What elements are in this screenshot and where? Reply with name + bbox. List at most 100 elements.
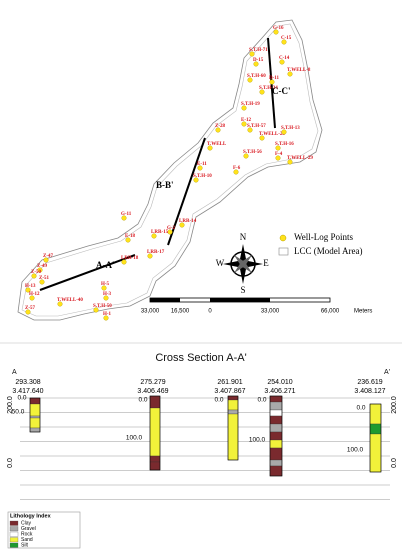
well-point — [233, 169, 239, 175]
well-point — [215, 127, 221, 133]
well-label: G-2 — [167, 226, 176, 231]
well-point — [249, 51, 255, 57]
well-point — [167, 229, 173, 235]
well-label: E-18 — [125, 234, 136, 239]
lith-legend-title: Lithology Index — [10, 513, 52, 519]
well-point — [121, 215, 127, 221]
lith-name: Rock — [21, 532, 33, 538]
well-label: Z-49 — [37, 264, 48, 269]
compass-letter: N — [240, 232, 247, 242]
lith-segment — [369, 433, 382, 473]
well-point — [275, 145, 281, 151]
well-point — [29, 295, 35, 301]
lith-segment — [269, 459, 283, 467]
well-label: T.WELL-8 — [287, 68, 311, 73]
axis-label: 0.0 — [391, 458, 398, 468]
lith-segment — [29, 417, 41, 429]
well-label: C-15 — [281, 36, 292, 41]
depth-label: 0.0 — [257, 397, 266, 404]
lith-legend — [7, 511, 81, 549]
compass — [223, 244, 263, 284]
well-label: T.WELL-29 — [287, 156, 313, 161]
scale-label: 33,000 — [261, 309, 280, 315]
well-label: F-6 — [233, 166, 241, 171]
scale-bar — [150, 298, 180, 302]
section-title: Cross Section A-A' — [155, 352, 246, 364]
well-label: H-1 — [103, 312, 112, 317]
lith-segment — [29, 415, 41, 419]
well-point — [193, 177, 199, 183]
lith-swatch — [9, 531, 19, 537]
well-label: H-13 — [25, 284, 36, 289]
well-point — [253, 61, 259, 67]
well-label: G-11 — [121, 212, 132, 217]
legend-swatch — [278, 247, 289, 256]
lith-segment — [269, 423, 283, 433]
model-area — [17, 19, 323, 321]
well-label: G-16 — [273, 26, 284, 31]
depth-label: 0.0 — [356, 405, 365, 412]
well-label: LRR-15 — [151, 230, 169, 235]
lith-segment — [29, 427, 41, 433]
well-column — [149, 395, 161, 471]
lith-segment — [269, 465, 283, 477]
well-column — [227, 395, 239, 461]
lith-segment — [369, 423, 382, 435]
lith-segment — [227, 413, 239, 461]
well-point — [179, 222, 185, 228]
depth-label: 0.0 — [17, 395, 26, 402]
lith-name: Clay — [21, 521, 32, 527]
well-point — [147, 253, 153, 259]
section-label: A-A' — [96, 260, 115, 270]
depth-label: 100.0 — [347, 447, 364, 454]
axis-label: 200.0 — [7, 396, 14, 414]
well-point — [241, 121, 247, 127]
well-label: S.T.H-16 — [275, 142, 294, 147]
well-point — [281, 129, 287, 135]
scale-bar — [210, 298, 270, 302]
well-y: 3.406.469 — [137, 388, 168, 395]
well-label: F-4 — [275, 152, 283, 157]
well-label: LRR-17 — [147, 250, 165, 255]
scale-label: 33,000 — [141, 309, 160, 315]
well-label: T.WELL-40 — [57, 298, 83, 303]
well-point — [121, 259, 127, 265]
well-label: S.T.H-13 — [281, 126, 300, 131]
well-column — [269, 395, 283, 477]
depth-label: 100.0 — [126, 435, 143, 442]
well-x: 275.279 — [140, 379, 165, 386]
depth-label: 0.0 — [214, 397, 223, 404]
well-point — [37, 267, 43, 273]
well-point — [247, 127, 253, 133]
well-label: D-11 — [269, 76, 280, 81]
well-y: 3.406.271 — [264, 388, 295, 395]
well-label: E-12 — [241, 118, 252, 123]
well-point — [287, 159, 293, 165]
well-label: LRR-18 — [121, 256, 139, 261]
well-point — [273, 29, 279, 35]
compass-letter: E — [263, 258, 269, 268]
end-label: A — [12, 369, 17, 376]
compass-letter: S — [240, 285, 245, 295]
well-x: 236.619 — [357, 379, 382, 386]
lith-segment — [149, 455, 161, 463]
well-label: S.T.H-34 — [259, 86, 278, 91]
well-y: 3.417.640 — [12, 388, 43, 395]
lith-swatch — [9, 520, 19, 526]
well-x: 254.010 — [267, 379, 292, 386]
scale-label: 66,000 — [321, 309, 340, 315]
well-column — [369, 403, 382, 473]
lith-segment — [149, 407, 161, 457]
well-label: H-12 — [29, 292, 40, 297]
well-label: S.T.H-57 — [247, 124, 266, 129]
scale-label: Meters — [354, 309, 372, 315]
well-point — [125, 237, 131, 243]
well-label: Z-28 — [215, 124, 226, 129]
well-column — [29, 397, 41, 433]
lith-segment — [29, 403, 41, 417]
lith-segment — [149, 395, 161, 409]
lith-segment — [269, 401, 283, 411]
lith-segment — [227, 395, 239, 401]
well-label: LRR-14 — [179, 219, 197, 224]
lith-name: Silt — [21, 543, 29, 549]
